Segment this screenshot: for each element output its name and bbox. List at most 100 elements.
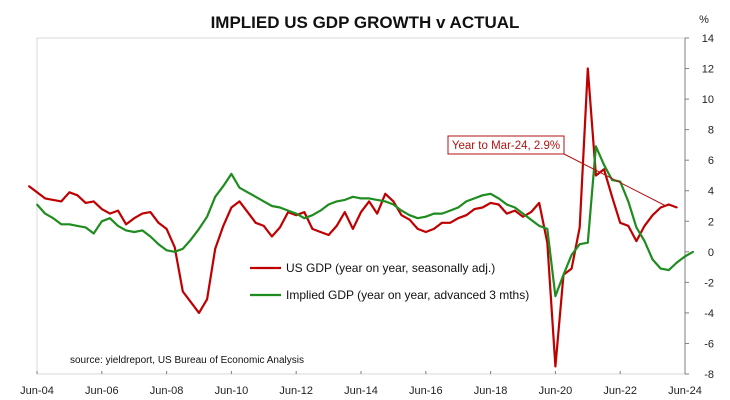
- data-point-us-gdp: [611, 195, 613, 198]
- x-tick-label: Jun-14: [344, 385, 378, 397]
- data-point-us-gdp: [400, 214, 403, 217]
- y-tick-label: -4: [704, 308, 714, 320]
- data-point-us-gdp: [36, 191, 38, 194]
- data-point-us-gdp: [238, 200, 241, 203]
- data-point-implied-gdp: [368, 197, 370, 200]
- data-point-us-gdp: [392, 200, 395, 203]
- data-point-implied-gdp: [214, 195, 217, 198]
- data-point-implied-gdp: [554, 295, 557, 297]
- data-point-implied-gdp: [514, 206, 516, 209]
- x-tick-label: Jun-22: [603, 385, 637, 397]
- data-point-us-gdp: [68, 191, 71, 194]
- data-point-us-gdp: [76, 194, 79, 197]
- data-point-implied-gdp: [465, 200, 468, 203]
- data-point-us-gdp: [157, 221, 160, 224]
- y-tick-label: 10: [702, 94, 714, 106]
- data-point-implied-gdp: [546, 228, 549, 230]
- data-point-implied-gdp: [416, 217, 419, 220]
- y-tick-label: 2: [708, 216, 714, 228]
- data-point-implied-gdp: [254, 195, 257, 198]
- y-axis-unit: %: [699, 14, 709, 26]
- data-point-us-gdp: [659, 206, 662, 209]
- data-point-us-gdp: [368, 200, 370, 203]
- data-point-us-gdp: [92, 200, 95, 203]
- data-point-implied-gdp: [441, 212, 443, 215]
- data-point-implied-gdp: [246, 191, 249, 194]
- y-tick-label: 14: [702, 33, 714, 45]
- data-point-us-gdp: [384, 192, 387, 195]
- data-point-us-gdp: [311, 228, 314, 230]
- data-point-implied-gdp: [473, 197, 476, 200]
- data-point-implied-gdp: [303, 217, 306, 220]
- annotation: Year to Mar-24, 2.9%: [447, 135, 667, 207]
- data-point-implied-gdp: [100, 220, 103, 223]
- data-point-us-gdp: [84, 202, 87, 204]
- data-point-implied-gdp: [36, 203, 38, 206]
- data-point-us-gdp: [360, 211, 362, 214]
- data-point-us-gdp: [497, 203, 500, 206]
- data-point-implied-gdp: [198, 228, 200, 230]
- data-point-implied-gdp: [125, 229, 127, 232]
- data-point-implied-gdp: [60, 223, 63, 226]
- data-point-us-gdp: [595, 174, 597, 177]
- data-point-us-gdp: [676, 206, 678, 209]
- data-point-implied-gdp: [433, 212, 435, 215]
- data-point-us-gdp: [335, 225, 338, 227]
- series-line-implied-gdp: [36, 145, 694, 298]
- data-point-us-gdp: [60, 200, 63, 203]
- data-point-implied-gdp: [165, 249, 168, 252]
- data-point-us-gdp: [376, 212, 379, 215]
- data-point-us-gdp: [457, 217, 460, 220]
- data-point-implied-gdp: [586, 241, 589, 244]
- x-tick-label: Jun-18: [474, 385, 508, 397]
- x-tick-label: Jun-10: [215, 385, 249, 397]
- data-point-us-gdp: [619, 221, 622, 224]
- data-point-us-gdp: [554, 365, 557, 368]
- annotation-text: Year to Mar-24, 2.9%: [452, 140, 560, 152]
- data-point-implied-gdp: [360, 197, 362, 200]
- data-point-implied-gdp: [319, 209, 322, 212]
- data-point-implied-gdp: [481, 194, 484, 197]
- data-point-us-gdp: [149, 211, 152, 214]
- data-point-us-gdp: [271, 235, 273, 238]
- data-point-us-gdp: [222, 225, 225, 227]
- legend-label-implied-gdp: Implied GDP (year on year, advanced 3 mt…: [286, 288, 529, 302]
- data-point-implied-gdp: [449, 209, 451, 212]
- chart-title: IMPLIED US GDP GROWTH v ACTUAL: [211, 13, 520, 32]
- data-point-implied-gdp: [271, 205, 273, 207]
- data-point-implied-gdp: [222, 185, 225, 188]
- legend-label-us-gdp: US GDP (year on year, seasonally adj.): [286, 261, 495, 275]
- data-point-implied-gdp: [376, 199, 379, 201]
- data-point-us-gdp: [408, 218, 411, 221]
- data-point-implied-gdp: [611, 179, 613, 181]
- data-point-implied-gdp: [149, 235, 152, 238]
- x-tick-label: Jun-08: [150, 385, 184, 397]
- data-point-us-gdp: [214, 247, 217, 250]
- data-point-implied-gdp: [489, 192, 492, 195]
- data-point-us-gdp: [481, 206, 484, 209]
- data-point-us-gdp: [343, 211, 346, 214]
- x-tick-label: Jun-06: [85, 385, 119, 397]
- data-point-implied-gdp: [651, 258, 654, 261]
- y-tick-label: 12: [702, 64, 714, 76]
- data-point-implied-gdp: [570, 254, 573, 256]
- data-point-implied-gdp: [311, 214, 314, 217]
- data-point-implied-gdp: [676, 261, 678, 264]
- data-point-us-gdp: [262, 225, 265, 227]
- data-point-implied-gdp: [457, 206, 460, 209]
- data-point-us-gdp: [303, 211, 306, 214]
- data-point-us-gdp: [109, 212, 111, 215]
- data-point-us-gdp: [133, 217, 136, 220]
- data-point-us-gdp: [198, 312, 200, 314]
- data-point-us-gdp: [246, 211, 249, 214]
- x-axis: Jun-04 Jun-06 Jun-08 Jun-10 Jun-12 Jun-14 Jun-…: [20, 371, 702, 397]
- data-point-implied-gdp: [667, 269, 670, 271]
- data-point-us-gdp: [505, 212, 508, 215]
- y-tick-label: 8: [708, 125, 714, 137]
- data-point-implied-gdp: [595, 145, 597, 148]
- y-tick-label: -6: [704, 338, 714, 350]
- legend: US GDP (year on year, seasonally adj.) I…: [250, 261, 529, 302]
- data-point-implied-gdp: [287, 209, 289, 212]
- data-point-us-gdp: [433, 228, 435, 230]
